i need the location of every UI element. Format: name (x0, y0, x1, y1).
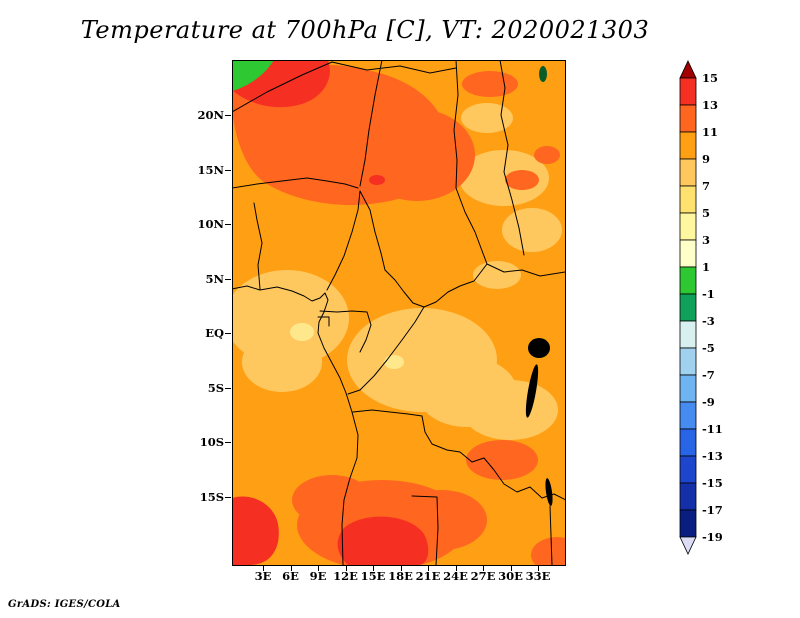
lat-tick-mark (225, 496, 231, 498)
lat-tick-label: 20N (197, 108, 224, 122)
borders-west (233, 61, 457, 353)
lon-tick-label: 9E (309, 569, 327, 583)
lon-tick-mark (428, 566, 429, 571)
page-title: Temperature at 700hPa [C], VT: 202002130… (80, 16, 650, 44)
lon-tick-mark (400, 566, 402, 571)
lon-tick-label: 24E (443, 569, 468, 583)
colorbar-label: 1 (702, 260, 711, 274)
colorbar-label: -7 (702, 368, 715, 382)
colorbar-segment (679, 455, 697, 484)
lon-tick-mark (345, 566, 347, 571)
colorbar-label: -1 (702, 287, 715, 301)
colorbar-label: -15 (702, 476, 723, 490)
lat-tick-label: EQ (205, 326, 224, 340)
colorbar-segment (679, 77, 697, 106)
colorbar-segment (679, 158, 697, 187)
colorbar-label: 5 (702, 206, 711, 220)
colorbar-segment (679, 401, 697, 430)
lat-tick-label: 5N (205, 271, 224, 286)
colorbar-arrow-down (679, 536, 697, 555)
lat-tick-label: 15N (197, 162, 224, 177)
lon-tick-label: 18E (388, 569, 413, 583)
lakes (525, 338, 553, 506)
colorbar-label: 13 (702, 98, 719, 112)
country-borders (233, 61, 565, 565)
lon-tick-label: 6E (282, 569, 299, 583)
colorbar-label: 9 (702, 152, 711, 166)
lat-tick-mark (225, 333, 231, 334)
temperature-map (232, 60, 566, 566)
lon-tick-label: 21E (415, 569, 441, 583)
lat-tick-mark (225, 115, 231, 116)
colorbar-segment (679, 320, 697, 349)
coastline (233, 285, 359, 565)
lat-tick-mark (225, 278, 231, 280)
colorbar-label: 3 (702, 233, 711, 247)
colorbar (679, 60, 697, 555)
lat-tick-mark (225, 224, 231, 225)
colorbar-segment (679, 239, 697, 268)
colorbar-label: 15 (702, 71, 719, 85)
lon-tick-label: 30E (498, 569, 523, 583)
lat-tick-label: 5S (207, 380, 224, 395)
attribution: GrADS: IGES/COLA (8, 599, 121, 610)
lon-tick-mark (373, 566, 374, 571)
colorbar-segment (679, 293, 697, 322)
lat-tick-label: 10S (199, 435, 224, 449)
field-pale-yellow-spots (290, 323, 404, 369)
lon-tick-mark (318, 566, 319, 571)
colorbar-label: -19 (702, 530, 723, 544)
lat-tick-label: 10N (197, 217, 224, 231)
colorbar-segment (679, 509, 697, 538)
colorbar-label: -9 (702, 395, 715, 409)
colorbar-segment (679, 131, 697, 160)
lon-tick-label: 3E (254, 569, 272, 583)
lon-tick-mark (483, 566, 484, 571)
colorbar-segment (679, 266, 697, 295)
colorbar-segment (679, 428, 697, 457)
colorbar-segment (679, 482, 697, 511)
borders-central-east (347, 61, 565, 395)
colorbar-label: 11 (702, 125, 719, 139)
field-green-corner (233, 61, 274, 91)
colorbar-label: 7 (702, 179, 711, 193)
lon-tick-mark (263, 566, 264, 571)
lat-tick-mark (225, 169, 231, 171)
colorbar-segment (679, 374, 697, 403)
lon-tick-label: 33E (525, 569, 551, 583)
colorbar-label: -17 (702, 503, 723, 517)
lon-tick-mark (538, 566, 539, 571)
colorbar-label: -5 (702, 341, 715, 355)
colorbar-segment (679, 185, 697, 214)
lon-tick-label: 12E (333, 569, 358, 583)
lon-tick-label: 27E (470, 569, 496, 583)
colorbar-label: -13 (702, 449, 723, 463)
colorbar-label: -3 (702, 314, 715, 328)
colorbar-segment (679, 104, 697, 133)
field-red-patches (233, 61, 429, 565)
lon-tick-mark (510, 566, 512, 571)
borders-south (352, 409, 565, 565)
lat-tick-label: 15S (199, 489, 224, 504)
lat-tick-mark (225, 387, 231, 389)
lon-tick-mark (455, 566, 457, 571)
map-frame (232, 60, 566, 566)
colorbar-segment (679, 212, 697, 241)
colorbar-arrow-up (679, 60, 697, 79)
lat-tick-mark (225, 442, 231, 443)
field-dark-green-spot (539, 66, 547, 82)
lon-tick-label: 15E (360, 569, 386, 583)
colorbar-segment (679, 347, 697, 376)
colorbar-label: -11 (702, 422, 723, 436)
lon-tick-mark (290, 566, 292, 571)
field-light-orange-patches (233, 103, 562, 440)
